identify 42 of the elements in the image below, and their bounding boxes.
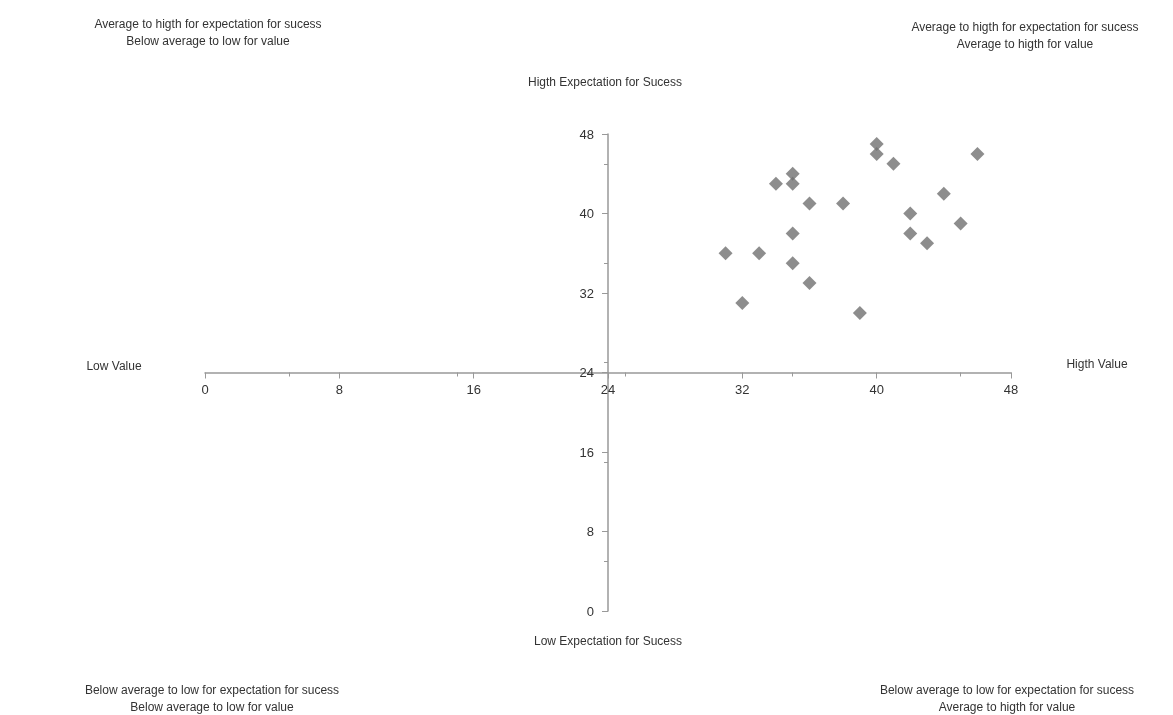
text: Below average to low for expectation for sucess Below average to low for value [84,682,340,714]
y-tick-label: 24 [579,365,594,380]
point [869,146,884,161]
y-tick-label: 0 [586,603,594,619]
y-tick-label: 32 [579,285,594,301]
point [802,196,817,211]
point [852,305,867,320]
point [768,176,783,191]
point [785,176,800,191]
text: Low Expectation for Sucess [533,634,683,648]
point [920,236,935,251]
x-tick-label: 0 [201,381,209,397]
text: Higth Value [1066,357,1128,371]
point [836,196,851,211]
point [869,136,884,151]
x-tick-label: 48 [1003,381,1019,397]
point [802,276,817,291]
point [752,246,767,261]
y-tick-label: 16 [579,444,594,460]
point [785,226,800,241]
point [936,186,951,201]
point [970,146,985,161]
text: Below average to low for expectation for sucess Average to higth for value [879,682,1135,714]
x-tick-label: 40 [869,381,884,397]
x-tick-label: 32 [735,381,750,397]
point [718,246,733,261]
x-tick-label: 8 [335,381,343,397]
point [903,206,918,221]
y-tick-label: 40 [579,206,594,221]
text: Higth Expectation for Sucess [527,75,683,89]
point [903,226,918,241]
point [886,156,901,171]
y-tick-label: 8 [586,524,594,539]
x-tick-label: 24 [600,381,616,397]
text: Low Value [86,359,142,373]
point [785,256,800,271]
x-tick-label: 16 [466,381,481,397]
point [735,295,750,310]
text: Average to higth for expectation for sucess Below average to low for value [94,16,322,48]
point [953,216,968,231]
text: Average to higth for expectation for sucess Average to higth for value [911,19,1139,51]
y-tick-label: 48 [579,126,594,142]
